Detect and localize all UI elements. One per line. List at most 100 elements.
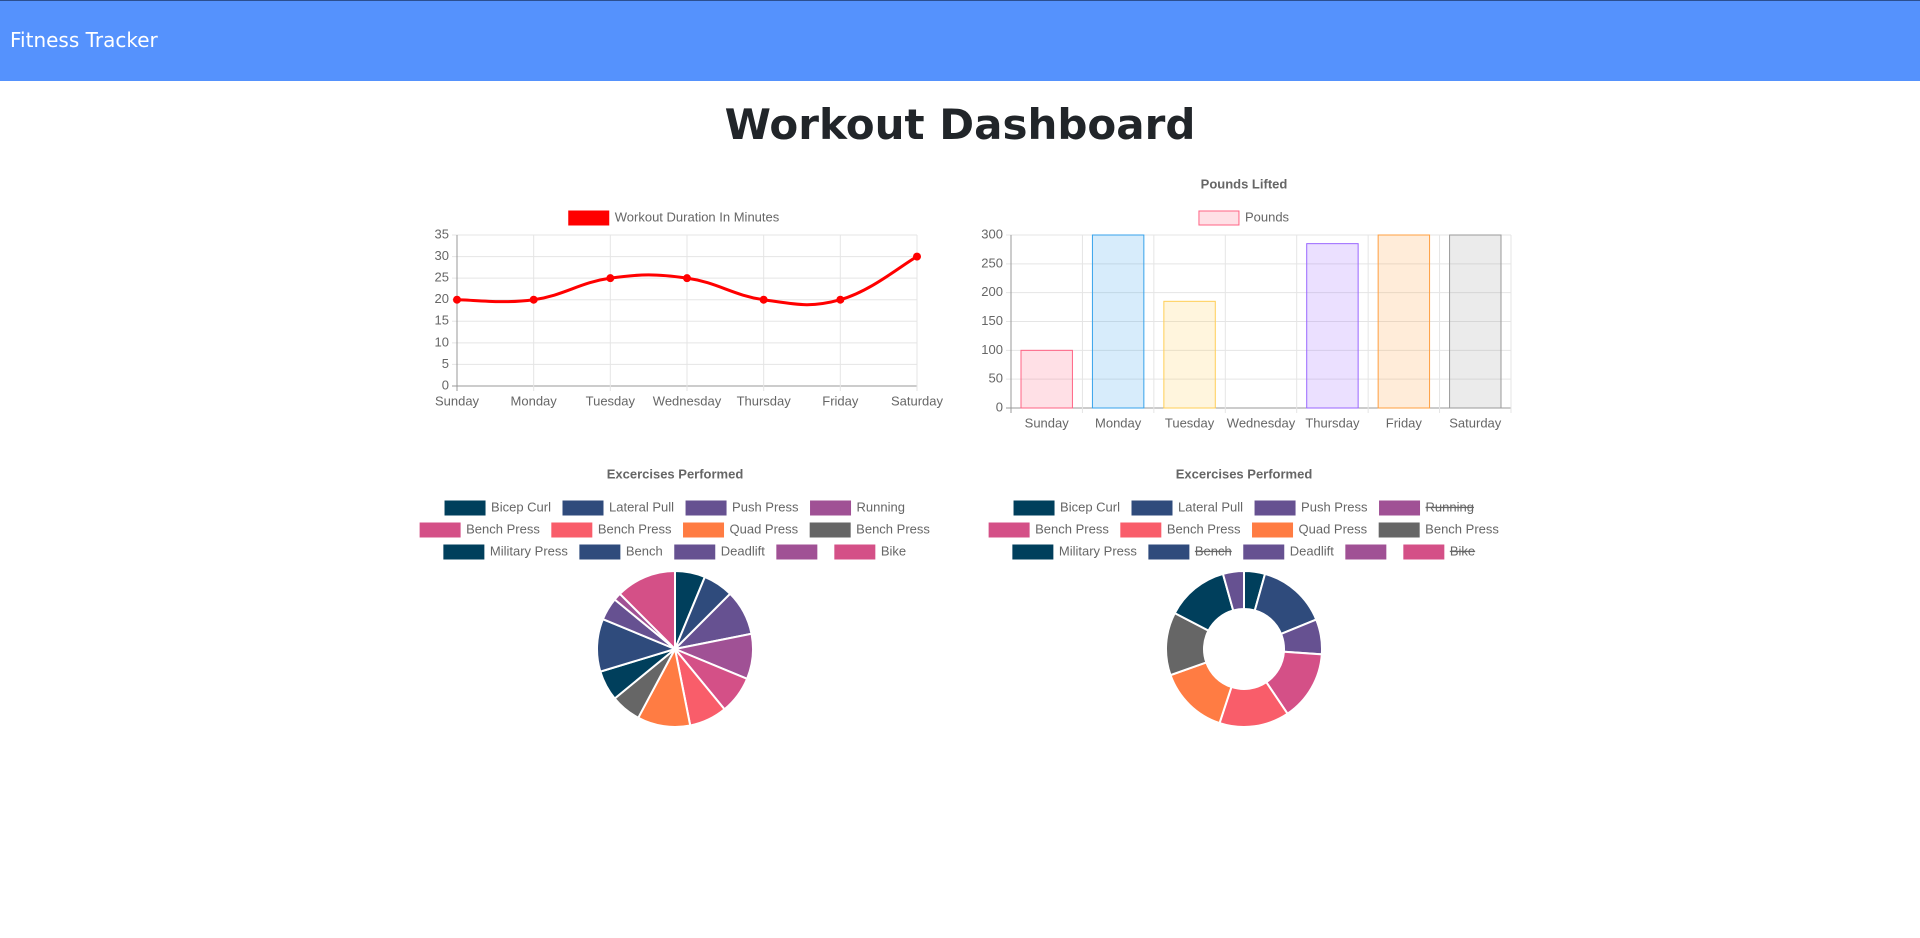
legend-label[interactable]: Workout Duration In Minutes xyxy=(615,209,780,224)
y-tick-label: 250 xyxy=(981,255,1003,270)
legend-swatch xyxy=(1198,210,1240,226)
legend-swatch xyxy=(988,522,1030,538)
legend-label[interactable]: Deadlift xyxy=(721,543,765,558)
legend-label[interactable]: Running xyxy=(1426,499,1474,514)
navbar: Fitness Tracker xyxy=(0,0,1920,81)
legend-label[interactable]: Bench Press xyxy=(598,521,672,536)
page-title: Workout Dashboard xyxy=(724,100,1196,149)
y-tick-label: 0 xyxy=(996,399,1003,414)
legend-swatch xyxy=(562,500,604,516)
legend-swatch xyxy=(579,544,621,560)
legend-swatch xyxy=(683,522,725,538)
legend-row: Bench Press Bench Press Quad Press Bench Pr… xyxy=(419,521,930,538)
legend-row: Workout Duration In Minutes xyxy=(568,209,780,226)
legend-swatch xyxy=(419,522,461,538)
legend-label[interactable]: Pounds xyxy=(1245,209,1290,224)
legend-label[interactable]: Quad Press xyxy=(1299,521,1368,536)
legend-label[interactable]: Bench Press xyxy=(466,521,540,536)
legend-label[interactable]: Bench xyxy=(626,543,663,558)
x-tick-label: Saturday xyxy=(1449,415,1502,430)
y-tick-label: 150 xyxy=(981,313,1003,328)
legend-label[interactable]: Quad Press xyxy=(730,521,799,536)
chart-title: Excercises Performed xyxy=(1176,466,1313,481)
legend-label[interactable]: Bike xyxy=(1450,543,1475,558)
legend-swatch xyxy=(1243,544,1285,560)
legend-swatch xyxy=(1254,500,1296,516)
legend-row: Bicep Curl Lateral Pull Push Press Running xyxy=(444,499,905,516)
legend-swatch xyxy=(568,210,610,226)
chart-title: Pounds Lifted xyxy=(1201,176,1288,191)
point xyxy=(453,295,461,304)
legend-swatch xyxy=(551,522,593,538)
legend-swatch xyxy=(1378,522,1420,538)
legend-label[interactable]: Running xyxy=(857,499,905,514)
x-tick-label: Thursday xyxy=(1305,415,1360,430)
legend-row: Military Press Bench Deadlift Bike xyxy=(1012,543,1475,560)
legend-swatch xyxy=(810,500,852,516)
legend-swatch xyxy=(443,544,485,560)
legend-row: Military Press Bench Deadlift Bike xyxy=(443,543,906,560)
legend-label[interactable]: Military Press xyxy=(490,543,569,558)
x-tick-label: Sunday xyxy=(1025,415,1070,430)
point xyxy=(759,295,768,304)
legend-label[interactable]: Bench Press xyxy=(1425,521,1499,536)
legend-swatch xyxy=(685,500,727,516)
x-tick-label: Wednesday xyxy=(1227,415,1296,430)
y-tick-label: 50 xyxy=(989,371,1003,386)
legend-swatch xyxy=(1345,544,1387,560)
point xyxy=(606,274,615,283)
y-tick-label: 0 xyxy=(442,377,449,392)
legend-label[interactable]: Bicep Curl xyxy=(1060,499,1120,514)
legend-swatch xyxy=(1012,544,1054,560)
x-tick-label: Monday xyxy=(1095,415,1142,430)
x-tick-label: Friday xyxy=(822,393,859,408)
legend-swatch xyxy=(1379,500,1421,516)
x-tick-label: Friday xyxy=(1386,415,1423,430)
legend-swatch xyxy=(444,500,486,516)
x-tick-label: Thursday xyxy=(737,393,792,408)
legend-swatch xyxy=(776,544,818,560)
slice xyxy=(618,569,676,652)
legend-label[interactable]: Military Press xyxy=(1059,543,1138,558)
y-tick-label: 20 xyxy=(435,291,449,306)
legend-row: Pounds xyxy=(1198,209,1290,226)
legend-swatch xyxy=(834,544,876,560)
bar xyxy=(1449,234,1502,409)
legend-label[interactable]: Bike xyxy=(881,543,906,558)
legend-label[interactable]: Bench Press xyxy=(1167,521,1241,536)
legend-label[interactable]: Bench xyxy=(1195,543,1232,558)
legend-label[interactable]: Bicep Curl xyxy=(491,499,551,514)
y-tick-label: 300 xyxy=(981,226,1003,241)
x-tick-label: Monday xyxy=(511,393,558,408)
legend-label[interactable]: Push Press xyxy=(732,499,799,514)
legend-row: Bench Press Bench Press Quad Press Bench Pr… xyxy=(988,521,1499,538)
y-tick-label: 100 xyxy=(981,342,1003,357)
bar xyxy=(1306,243,1359,409)
y-tick-label: 30 xyxy=(435,248,449,263)
legend-swatch xyxy=(1403,544,1445,560)
y-tick-label: 35 xyxy=(435,226,449,241)
legend-label[interactable]: Bench Press xyxy=(856,521,930,536)
x-tick-label: Tuesday xyxy=(586,393,636,408)
legend-swatch xyxy=(809,522,851,538)
bar xyxy=(1020,349,1073,409)
bar xyxy=(1377,234,1431,409)
legend-swatch xyxy=(1252,522,1294,538)
bar xyxy=(1091,234,1145,409)
bar xyxy=(1163,300,1216,409)
legend-label[interactable]: Push Press xyxy=(1301,499,1368,514)
point xyxy=(836,295,845,304)
legend-row: Bicep Curl Lateral Pull Push Press Running xyxy=(1013,499,1474,516)
point xyxy=(683,274,691,283)
legend-label[interactable]: Deadlift xyxy=(1290,543,1334,558)
brand[interactable]: Fitness Tracker xyxy=(10,28,158,52)
legend-swatch xyxy=(1131,500,1173,516)
legend-label[interactable]: Lateral Pull xyxy=(1178,499,1243,514)
x-tick-label: Sunday xyxy=(435,393,480,408)
legend-label[interactable]: Lateral Pull xyxy=(609,499,674,514)
y-tick-label: 5 xyxy=(442,356,449,371)
legend-label[interactable]: Bench Press xyxy=(1035,521,1109,536)
y-tick-label: 200 xyxy=(981,284,1003,299)
